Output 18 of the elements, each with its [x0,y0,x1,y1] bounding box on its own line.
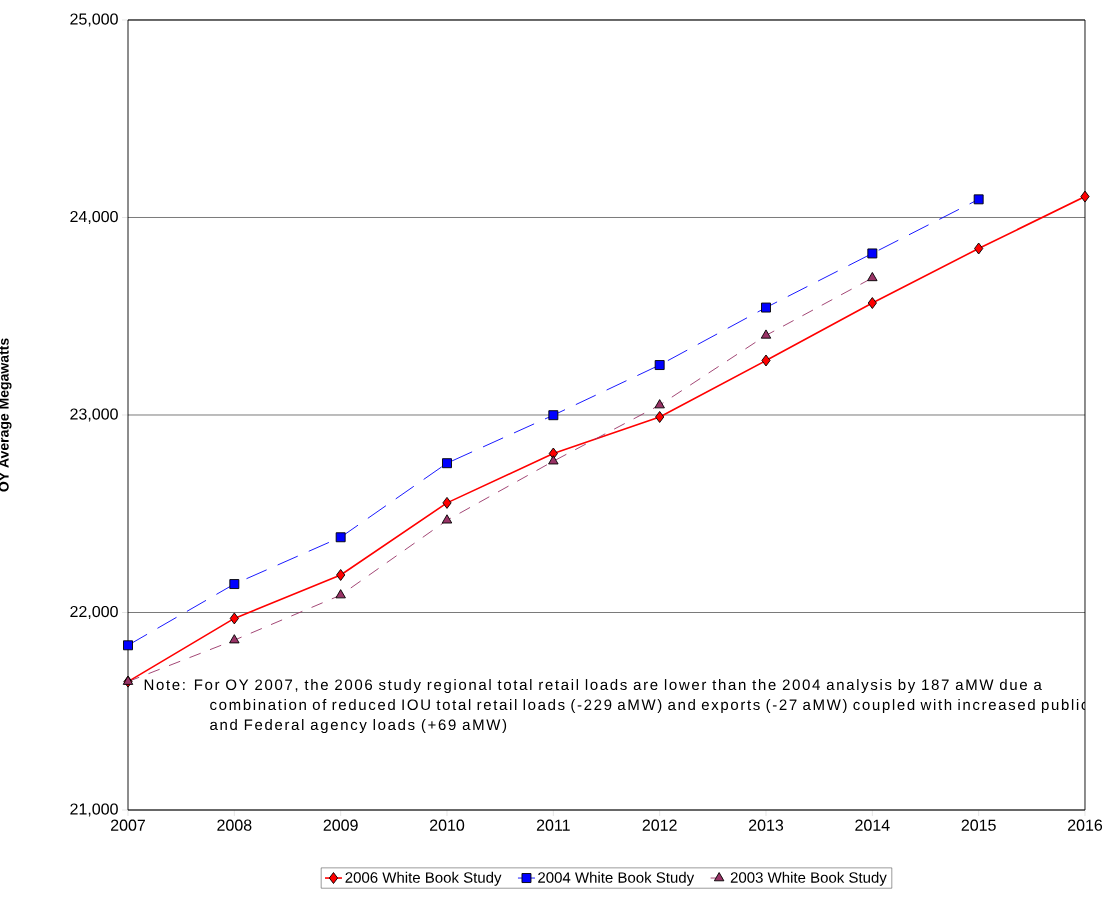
legend-label: 2006 White Book Study [345,871,502,886]
legend-label: 2004 White Book Study [538,871,695,886]
x-tick-label: 2010 [430,819,465,831]
x-tick-label: 2016 [1068,819,1103,831]
y-tick-label: 24,000 [70,210,118,225]
legend-label: 2003 White Book Study [730,871,887,886]
x-tick-label: 2012 [642,819,677,831]
y-tick-label: 22,000 [70,605,118,620]
x-tick-label: 2009 [323,819,358,831]
y-tick-label: 25,000 [70,13,118,27]
x-tick-label: 2008 [217,819,252,831]
y-tick-label: 23,000 [70,408,118,422]
x-tick-label: 2007 [111,819,145,831]
x-tick-label: 2014 [855,819,890,831]
x-tick-label: 2015 [961,819,996,831]
x-tick-label: 2013 [749,819,784,831]
y-tick-label: 21,000 [70,803,118,817]
x-tick-label: 2011 [536,819,570,831]
